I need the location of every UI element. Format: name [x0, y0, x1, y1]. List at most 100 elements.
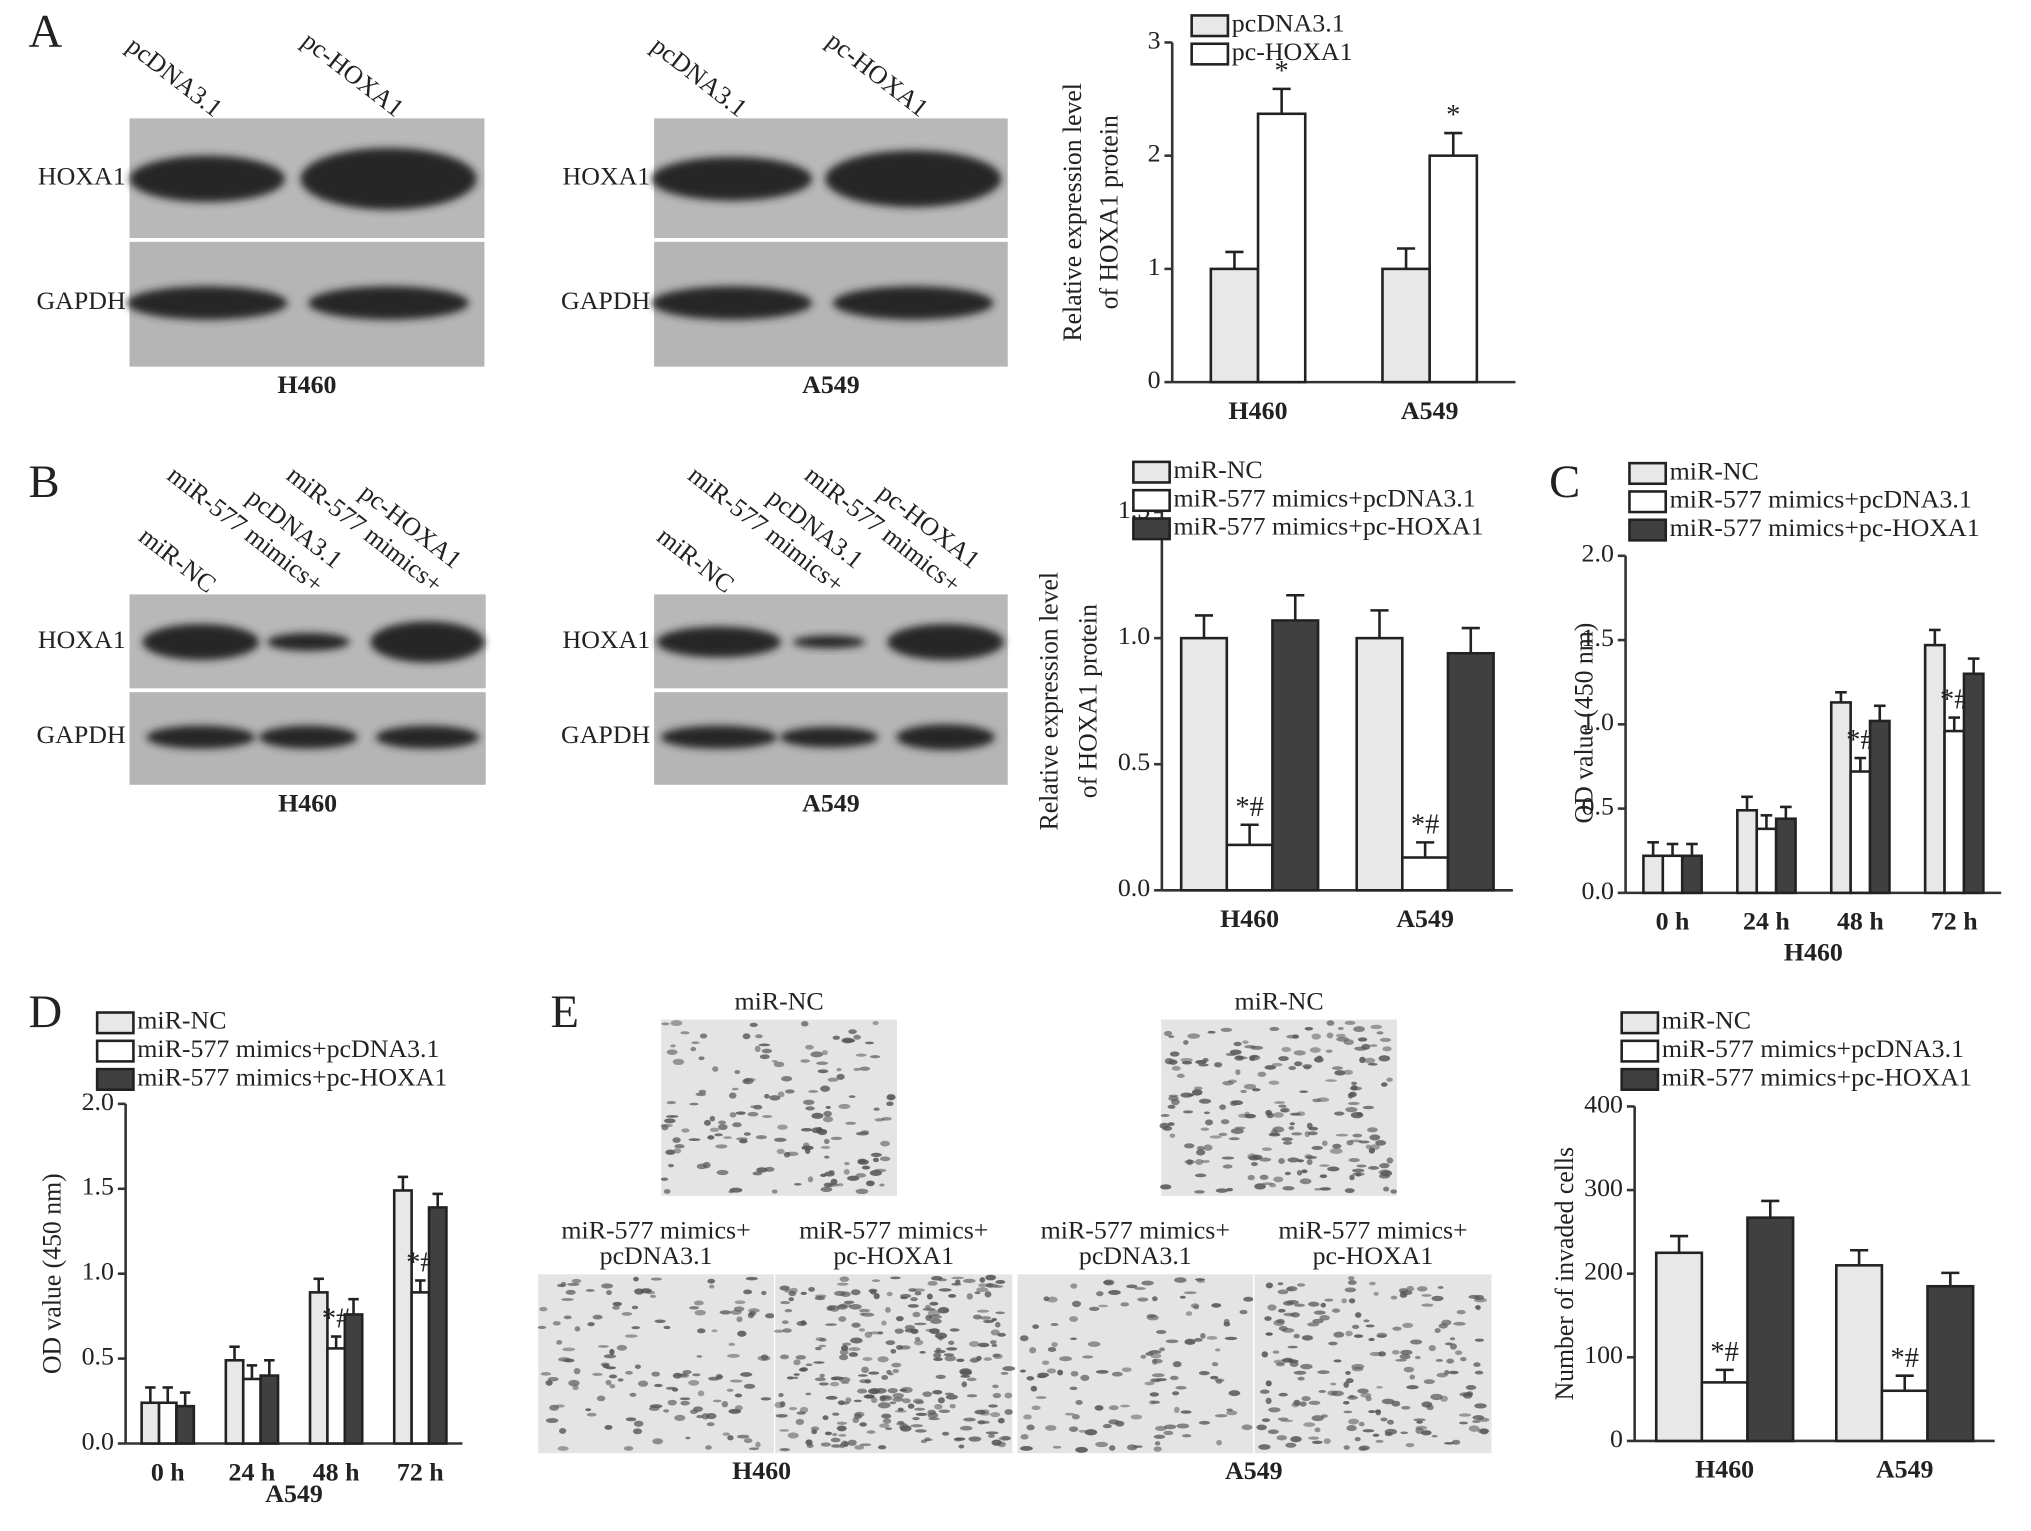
cell — [771, 1059, 778, 1063]
cell — [1293, 1050, 1306, 1056]
cell — [666, 1049, 678, 1055]
cell — [1343, 1381, 1350, 1388]
cell — [1207, 1030, 1216, 1034]
bar — [1680, 854, 1703, 895]
cell — [1280, 1109, 1289, 1112]
cell — [674, 1144, 685, 1149]
cell — [561, 1298, 574, 1301]
error-bar — [1835, 691, 1847, 703]
cell — [1277, 1417, 1289, 1421]
error-bar — [246, 1364, 258, 1379]
legend-label: miR-577 mimics+pcDNA3.1 — [1670, 485, 1972, 514]
cell — [934, 1403, 943, 1410]
legend-label: miR-NC — [1670, 456, 1759, 485]
cell — [958, 1444, 965, 1449]
cell — [858, 1308, 871, 1313]
cell — [1430, 1393, 1443, 1401]
cell — [1368, 1147, 1376, 1154]
cell — [848, 1095, 856, 1099]
cell — [1458, 1413, 1472, 1417]
error-bar — [1286, 593, 1305, 621]
cell — [1293, 1399, 1301, 1406]
cell — [1417, 1286, 1428, 1292]
cell — [805, 1392, 812, 1396]
cell — [650, 1277, 663, 1281]
cell — [803, 1099, 815, 1105]
cell — [1341, 1298, 1347, 1304]
cell — [608, 1374, 618, 1379]
error-bar — [1760, 814, 1773, 829]
cell — [672, 1058, 685, 1066]
bar — [392, 1189, 413, 1445]
cell — [995, 1311, 1005, 1315]
cell — [1290, 1312, 1300, 1318]
cell — [1261, 1182, 1274, 1186]
y-tick-label: 2 — [1148, 139, 1161, 168]
cell — [612, 1301, 623, 1307]
cell — [1268, 1407, 1281, 1413]
cell — [739, 1138, 748, 1144]
cell — [836, 1282, 849, 1286]
cell — [1240, 1089, 1247, 1094]
cell — [927, 1409, 937, 1415]
cell — [1434, 1328, 1441, 1333]
cell — [1402, 1322, 1414, 1329]
cell — [937, 1397, 945, 1404]
cell — [774, 1137, 787, 1142]
cell — [568, 1379, 580, 1387]
cell — [1297, 1159, 1304, 1163]
cell — [680, 1031, 690, 1035]
bar — [1271, 619, 1320, 892]
cell — [1268, 1080, 1280, 1085]
cell — [805, 1439, 813, 1446]
cell — [890, 1349, 897, 1354]
cell — [829, 1305, 840, 1312]
cell — [731, 1087, 739, 1091]
cell — [1274, 1101, 1286, 1104]
cell — [865, 1041, 874, 1045]
cell — [1303, 1422, 1316, 1427]
cell — [1202, 1058, 1209, 1062]
cell — [616, 1344, 627, 1351]
cell — [1277, 1282, 1284, 1286]
micrograph-label: pcDNA3.1 — [600, 1241, 713, 1270]
bar — [326, 1347, 347, 1445]
blot-band — [375, 725, 480, 749]
cell — [1386, 1419, 1394, 1425]
legend-swatch — [1620, 1067, 1660, 1091]
error-bar — [432, 1192, 443, 1208]
cell — [948, 1293, 957, 1298]
legend-label: miR-577 mimics+pcDNA3.1 — [137, 1034, 439, 1063]
error-bar — [1873, 704, 1886, 721]
y-tick-label: 0.0 — [1582, 876, 1614, 905]
cell — [988, 1404, 998, 1408]
cell — [778, 1392, 784, 1398]
cell — [573, 1367, 581, 1375]
cell — [953, 1437, 963, 1442]
cell — [1395, 1358, 1407, 1362]
error-bar — [348, 1297, 359, 1315]
y-tick-label: 1.5 — [82, 1172, 114, 1201]
cell — [946, 1347, 958, 1351]
cell — [824, 1431, 833, 1436]
cell — [1331, 1066, 1344, 1070]
cell — [605, 1379, 612, 1386]
cell — [756, 1167, 768, 1173]
x-tick-label: 0 h — [151, 1457, 185, 1486]
cell — [612, 1305, 620, 1310]
cell — [1261, 1351, 1269, 1358]
cell — [712, 1066, 719, 1072]
cell — [873, 1293, 880, 1300]
legend-label: miR-NC — [1662, 1006, 1751, 1035]
cell — [1259, 1157, 1272, 1162]
cell — [858, 1328, 866, 1332]
bar — [1179, 636, 1229, 892]
cell — [545, 1418, 559, 1424]
cell — [880, 1140, 890, 1147]
cell — [1468, 1425, 1480, 1432]
cell — [1365, 1324, 1375, 1328]
cell — [1352, 1133, 1363, 1138]
cell — [1155, 1378, 1167, 1382]
cell — [997, 1332, 1006, 1337]
cell — [1428, 1345, 1436, 1352]
